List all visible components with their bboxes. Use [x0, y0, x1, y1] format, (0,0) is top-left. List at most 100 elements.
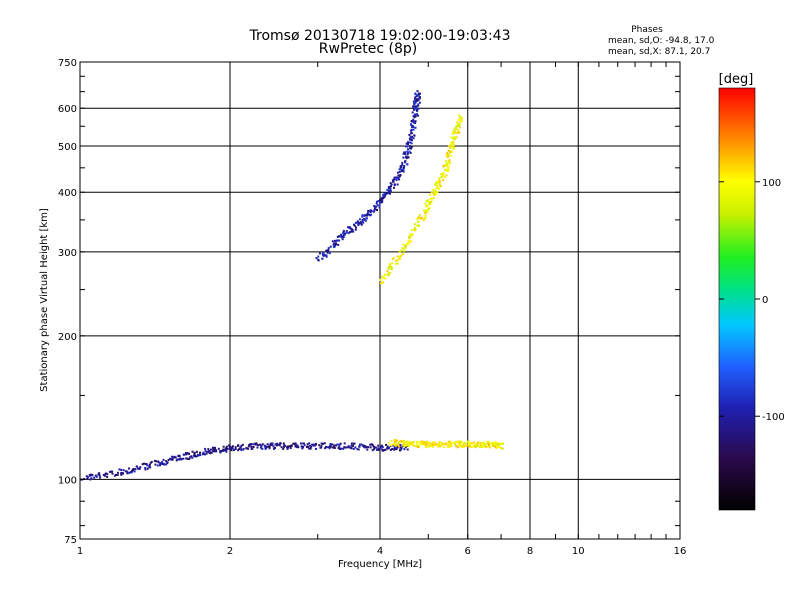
- echo-point: [481, 442, 484, 445]
- echo-point: [416, 99, 418, 102]
- echo-point: [154, 463, 157, 466]
- echo-point: [182, 457, 185, 460]
- echo-point: [120, 472, 123, 475]
- echo-point: [473, 441, 476, 444]
- echo-point: [417, 97, 420, 100]
- echo-point: [414, 105, 417, 108]
- echo-point: [494, 441, 497, 444]
- echo-point: [413, 116, 416, 119]
- echo-point: [302, 442, 305, 445]
- echo-point: [395, 262, 397, 265]
- echo-point: [250, 443, 253, 445]
- echo-point: [456, 122, 459, 125]
- echo-point: [149, 466, 152, 469]
- y-tick-label: 100: [58, 475, 77, 486]
- echo-point: [227, 444, 230, 447]
- echo-point: [394, 444, 397, 447]
- echo-point: [384, 448, 387, 451]
- echo-point: [393, 438, 396, 441]
- echo-point: [108, 470, 111, 473]
- echo-point: [393, 177, 396, 180]
- echo-point: [369, 211, 372, 213]
- echo-point: [401, 253, 404, 256]
- echo-point: [144, 468, 147, 471]
- echo-point: [474, 446, 477, 449]
- echo-point: [237, 444, 239, 447]
- echo-point: [383, 192, 386, 195]
- echo-point: [282, 442, 285, 445]
- echo-point: [407, 240, 410, 243]
- echo-point: [388, 190, 391, 193]
- echo-point: [380, 282, 382, 285]
- echo-point: [294, 445, 297, 448]
- echo-point: [404, 247, 407, 250]
- echo-point: [436, 185, 439, 188]
- echo-point: [300, 442, 303, 445]
- echo-point: [286, 447, 289, 450]
- echo-point: [208, 450, 211, 453]
- echo-point: [186, 452, 188, 454]
- y-tick-label: 75: [64, 535, 77, 546]
- echo-point: [425, 205, 428, 208]
- echo-point: [412, 125, 414, 128]
- echo-point: [114, 474, 117, 476]
- echo-point: [423, 218, 426, 221]
- echo-point: [193, 452, 196, 455]
- echo-point: [391, 448, 394, 451]
- echo-point: [399, 446, 402, 449]
- echo-point: [401, 161, 404, 164]
- echo-point: [325, 249, 328, 252]
- echo-point: [371, 449, 374, 452]
- echo-point: [452, 144, 455, 147]
- echo-point: [400, 446, 403, 449]
- echo-point: [231, 447, 234, 450]
- echo-point: [443, 176, 446, 179]
- echo-point: [360, 443, 363, 446]
- echo-point: [468, 445, 471, 448]
- echo-point: [350, 230, 353, 233]
- echo-point: [392, 256, 395, 259]
- echo-point: [448, 442, 451, 445]
- echo-point: [462, 442, 465, 445]
- echo-point: [194, 455, 197, 458]
- echo-point: [310, 445, 313, 448]
- echo-point: [345, 230, 348, 233]
- echo-point: [268, 446, 271, 449]
- echo-point: [453, 130, 456, 133]
- echo-point: [165, 460, 168, 463]
- echo-point: [202, 451, 205, 454]
- echo-point: [429, 442, 432, 444]
- echo-point: [77, 480, 79, 482]
- echo-point: [413, 134, 416, 137]
- echo-point: [376, 448, 378, 451]
- chart-title: Tromsø 20130718 19:02:00-19:03:43: [249, 28, 511, 44]
- echo-point: [133, 470, 136, 473]
- echo-point: [411, 233, 414, 236]
- echo-point: [204, 447, 207, 450]
- echo-point: [272, 445, 275, 448]
- echo-point: [408, 150, 411, 153]
- echo-point: [334, 243, 337, 246]
- echo-point: [411, 111, 414, 114]
- echo-point: [439, 173, 442, 176]
- echo-point: [292, 442, 295, 445]
- echo-point: [443, 168, 446, 171]
- echo-point: [266, 443, 269, 446]
- echo-point: [432, 192, 435, 195]
- echo-point: [402, 439, 405, 442]
- echo-point: [450, 145, 453, 148]
- echo-point: [393, 443, 396, 446]
- echo-point: [404, 161, 407, 164]
- echo-point: [395, 179, 398, 181]
- echo-point: [408, 236, 411, 239]
- echo-point: [386, 447, 389, 450]
- echo-point: [377, 448, 380, 451]
- echo-point: [268, 444, 271, 447]
- echo-point: [449, 443, 452, 446]
- echo-point: [404, 151, 407, 154]
- echo-point: [333, 444, 336, 447]
- echo-point: [459, 440, 462, 443]
- echo-point: [407, 141, 409, 144]
- echo-point: [354, 221, 357, 224]
